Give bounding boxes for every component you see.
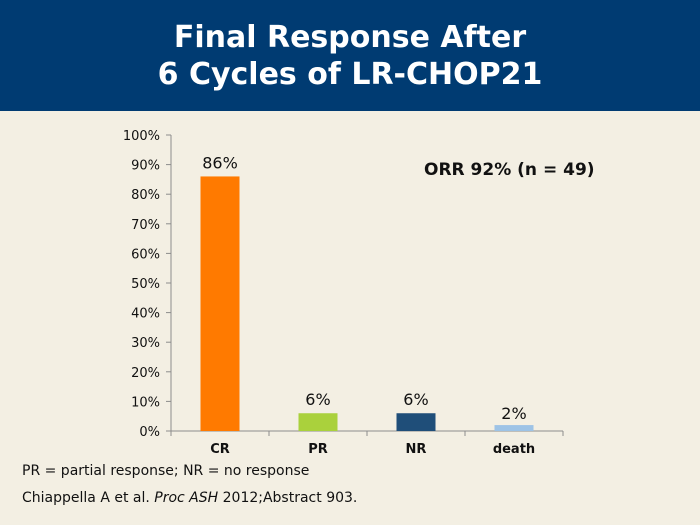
bar-nr <box>396 413 436 431</box>
x-category-label: death <box>493 442 535 457</box>
y-tick-label: 20% <box>131 366 160 381</box>
bar-pr <box>298 413 338 431</box>
citation-rest: 2012;Abstract 903. <box>222 490 358 506</box>
data-label-cr: 86% <box>202 153 238 172</box>
x-category-label: NR <box>406 442 427 457</box>
bar-cr <box>200 176 240 431</box>
y-tick-label: 50% <box>131 277 160 292</box>
y-tick-label: 70% <box>131 218 160 233</box>
response-bar-chart: 0% 10% 20% 30% 40% 50% 60% 70% 80% 90% 100% 86% CR 6%… <box>123 129 564 457</box>
title-line-1: Final Response After <box>173 19 527 55</box>
title-banner: Final Response After 6 Cycles of LR-CHOP… <box>0 0 700 111</box>
abbreviation-footnote: PR = partial response; NR = no response <box>22 463 310 479</box>
y-tick-label: 30% <box>131 336 160 351</box>
y-tick-label: 10% <box>131 395 160 410</box>
data-label-death: 2% <box>501 404 526 423</box>
data-label-nr: 6% <box>403 390 428 409</box>
citation-author: Chiappella A et al. <box>22 490 150 506</box>
data-label-pr: 6% <box>305 390 330 409</box>
title-line-2: 6 Cycles of LR-CHOP21 <box>157 56 543 92</box>
y-tick-label: 60% <box>131 247 160 262</box>
bar-death <box>494 425 534 431</box>
x-category-label: CR <box>210 442 230 457</box>
y-tick-label: 90% <box>131 159 160 174</box>
y-tick-label: 100% <box>123 129 160 144</box>
x-category-label: PR <box>308 442 328 457</box>
citation-journal: Proc ASH <box>154 490 219 506</box>
orr-annotation: ORR 92% (n = 49) <box>424 160 595 180</box>
y-tick-label: 40% <box>131 307 160 322</box>
y-tick-label: 80% <box>131 188 160 203</box>
y-tick-label: 0% <box>139 425 160 440</box>
citation: Chiappella A et al. Proc ASH 2012;Abstra… <box>22 490 357 506</box>
